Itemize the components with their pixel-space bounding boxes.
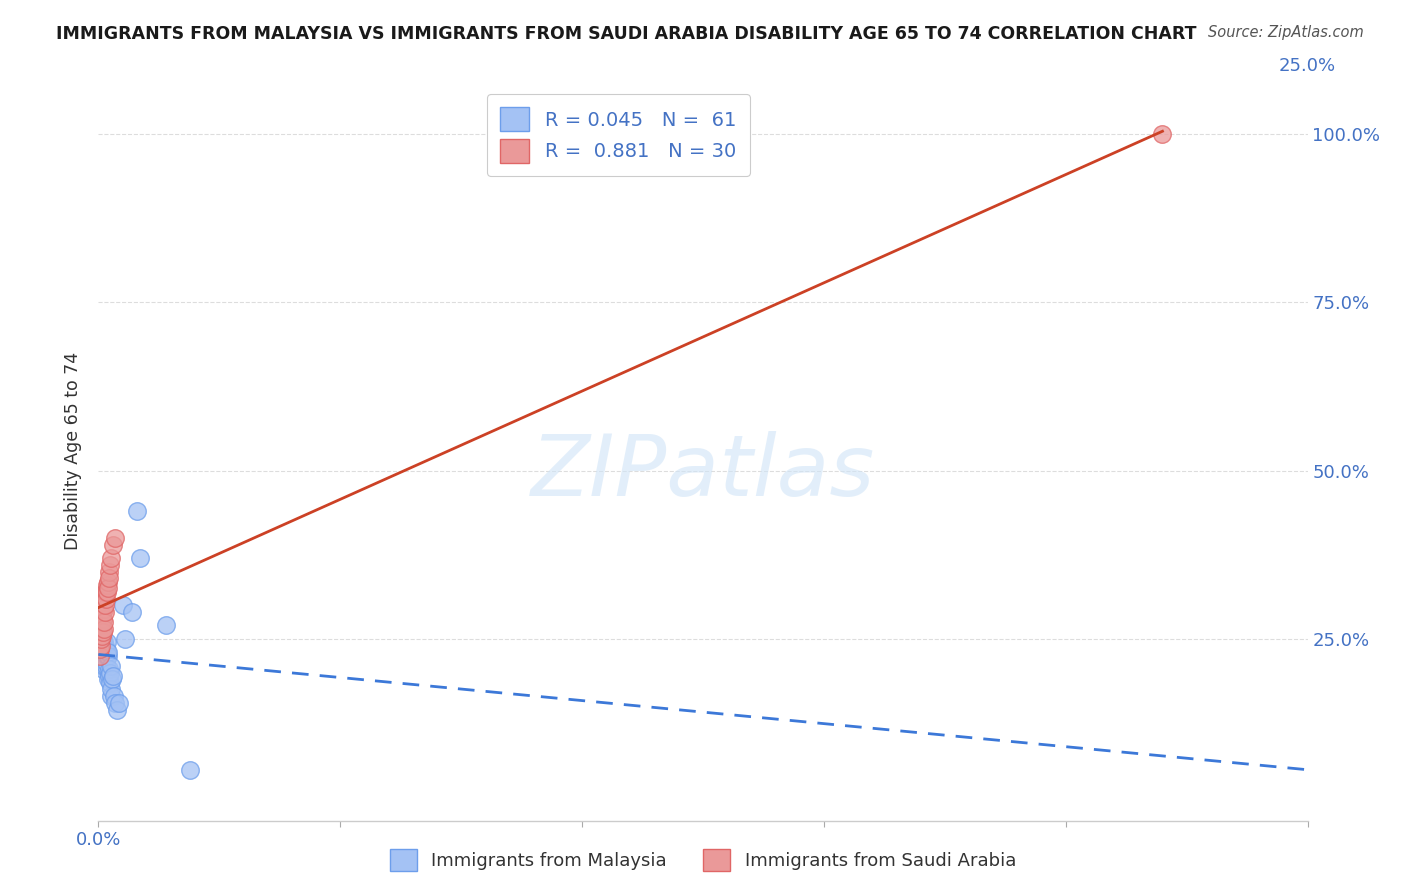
Point [96,645,118,659]
Point [104,696,127,710]
Point [91,629,114,643]
Point [97,582,120,596]
Point [98,669,121,683]
Point [89,635,111,649]
Point [93,639,115,653]
Point [114,632,136,646]
Text: Source: ZipAtlas.com: Source: ZipAtlas.com [1208,25,1364,40]
Text: IMMIGRANTS FROM MALAYSIA VS IMMIGRANTS FROM SAUDI ARABIA DISABILITY AGE 65 TO 74: IMMIGRANTS FROM MALAYSIA VS IMMIGRANTS F… [56,25,1197,43]
Point [90,618,112,632]
Point [96,635,118,649]
Point [90,648,112,663]
Point [90,658,112,673]
Point [155,618,177,632]
Point [91,615,114,629]
Point [93,658,115,673]
Point [93,584,115,599]
Point [128,551,150,566]
Point [90,639,112,653]
Point [97,648,120,663]
Point [93,635,115,649]
Point [179,763,201,777]
Text: ZIPatlas: ZIPatlas [531,431,875,514]
Point [91,656,114,670]
Point [90,652,112,666]
Point [90,639,112,653]
Point [100,689,122,703]
Point [90,639,112,653]
Point [90,645,112,659]
Point [90,625,112,640]
Point [97,662,120,676]
Point [91,625,114,640]
Point [107,696,129,710]
Point [89,645,111,659]
Point [96,584,118,599]
Point [94,642,117,657]
Point [96,648,118,663]
Point [96,645,118,659]
Point [98,675,121,690]
Point [93,648,115,663]
Point [93,605,115,619]
Point [89,656,111,670]
Point [98,571,121,585]
Point [96,591,118,606]
Point [89,642,111,657]
Point [97,574,120,589]
Point [90,632,112,646]
Point [98,665,121,680]
Point [90,632,112,646]
Point [91,662,114,676]
Point [111,599,134,613]
Point [127,504,149,518]
Point [94,584,117,599]
Point [93,622,115,636]
Point [101,538,124,552]
Point [94,642,117,657]
Point [100,658,122,673]
Point [96,656,118,670]
Point [94,658,117,673]
Point [93,652,115,666]
Point [97,673,120,687]
Point [121,605,143,619]
Point [93,615,115,629]
Point [94,599,117,613]
Point [94,656,117,670]
Point [91,648,114,663]
Point [101,673,124,687]
Point [98,558,121,572]
Point [96,578,118,592]
Point [93,601,115,615]
Point [90,629,112,643]
Legend: Immigrants from Malaysia, Immigrants from Saudi Arabia: Immigrants from Malaysia, Immigrants fro… [382,842,1024,879]
Point [104,531,127,545]
Point [100,551,122,566]
Point [89,648,111,663]
Point [97,565,120,579]
Point [89,625,111,640]
Legend: R = 0.045   N =  61, R =  0.881   N = 30: R = 0.045 N = 61, R = 0.881 N = 30 [486,94,749,176]
Point [103,689,125,703]
Point [91,635,114,649]
Point [91,648,114,663]
Point [1152,127,1174,141]
Point [101,669,124,683]
Point [91,632,114,646]
Point [100,682,122,697]
Point [93,639,115,653]
Point [93,648,115,663]
Point [91,645,114,659]
Point [91,635,114,649]
Point [97,645,120,659]
Point [105,703,128,717]
Point [90,622,112,636]
Point [91,656,114,670]
Point [90,608,112,623]
Point [91,612,114,626]
Y-axis label: Disability Age 65 to 74: Disability Age 65 to 74 [65,351,83,549]
